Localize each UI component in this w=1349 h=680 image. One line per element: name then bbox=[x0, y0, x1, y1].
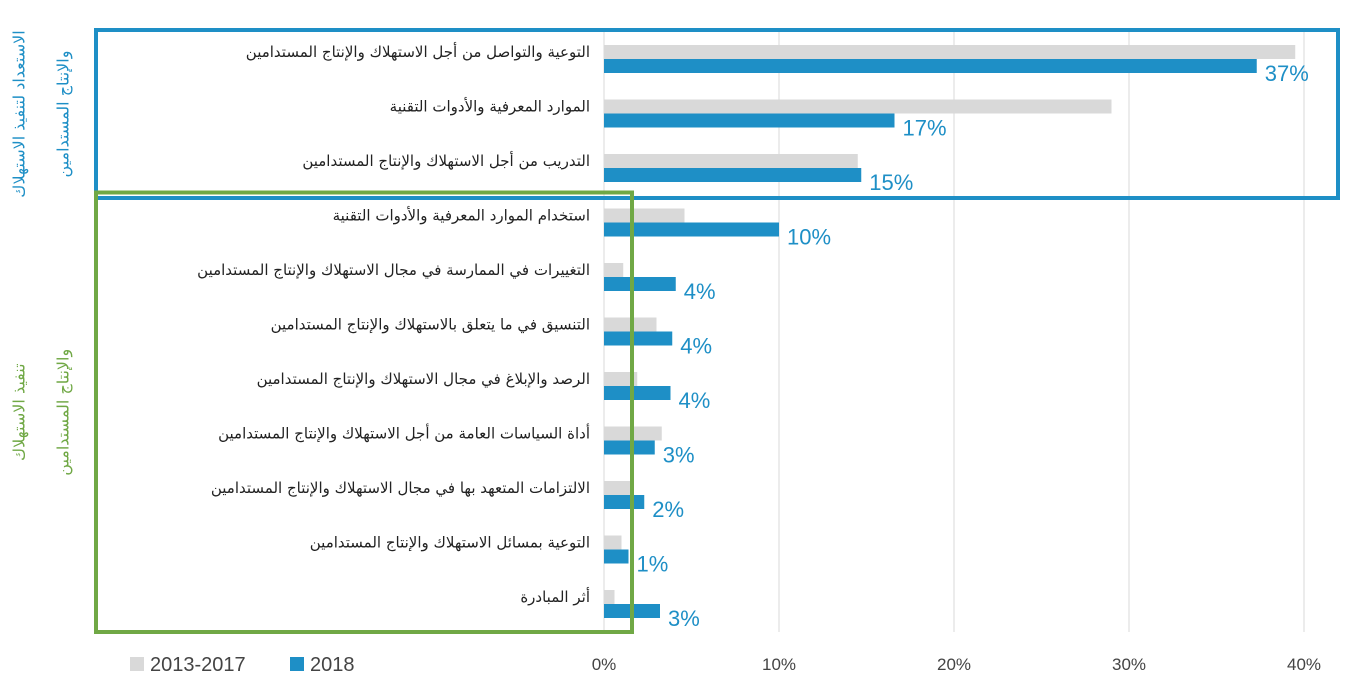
legend-label: 2018 bbox=[310, 654, 355, 676]
value-label: 1% bbox=[637, 552, 669, 577]
x-tick-label: 0% bbox=[592, 655, 617, 674]
value-label: 10% bbox=[787, 225, 831, 250]
category-label: الالتزامات المتعهد بها في مجال الاستهلاك… bbox=[211, 479, 590, 498]
category-label: استخدام الموارد المعرفية والأدوات التقني… bbox=[333, 206, 590, 225]
group-box bbox=[94, 190, 634, 634]
legend-swatch bbox=[130, 657, 144, 671]
bar bbox=[604, 222, 779, 237]
bar bbox=[604, 386, 671, 400]
legend-label: 2013-2017 bbox=[150, 654, 246, 676]
category-label: التوعية والتواصل من أجل الاستهلاك والإنت… bbox=[246, 42, 590, 62]
value-label: 4% bbox=[679, 388, 711, 413]
bar bbox=[604, 481, 631, 495]
category-label: التدريب من أجل الاستهلاك والإنتاج المستد… bbox=[302, 151, 590, 171]
bar bbox=[604, 263, 624, 277]
category-label: التنسيق في ما يتعلق بالاستهلاك والإنتاج … bbox=[271, 316, 590, 335]
group-label: والإنتاج المستدامين bbox=[54, 349, 74, 476]
bar bbox=[604, 440, 655, 455]
bar bbox=[604, 99, 1112, 114]
group-label: تنفيذ الاستهلاك bbox=[10, 363, 30, 461]
bar bbox=[604, 549, 629, 564]
x-tick-label: 40% bbox=[1287, 655, 1321, 674]
value-label: 4% bbox=[684, 279, 716, 304]
bar bbox=[604, 113, 895, 128]
x-tick-label: 10% bbox=[762, 655, 796, 674]
bar bbox=[604, 45, 1296, 59]
bar bbox=[604, 495, 645, 509]
bar bbox=[604, 154, 858, 168]
group-box bbox=[94, 28, 1340, 200]
category-label: الموارد المعرفية والأدوات التقنية bbox=[390, 97, 590, 116]
value-label: 2% bbox=[652, 497, 684, 522]
x-tick-label: 30% bbox=[1112, 655, 1146, 674]
category-label: أثر المبادرة bbox=[520, 587, 590, 606]
value-label: 15% bbox=[869, 170, 913, 195]
category-label: التوعية بمسائل الاستهلاك والإنتاج المستد… bbox=[310, 534, 590, 553]
value-label: 3% bbox=[668, 606, 700, 631]
legend-swatch bbox=[290, 657, 304, 671]
category-label: الرصد والإبلاغ في مجال الاستهلاك والإنتا… bbox=[257, 370, 590, 389]
category-label: أداة السياسات العامة من أجل الاستهلاك وا… bbox=[218, 424, 590, 444]
category-label: التغييرات في الممارسة في مجال الاستهلاك … bbox=[197, 261, 590, 280]
x-tick-label: 20% bbox=[937, 655, 971, 674]
value-label: 3% bbox=[663, 443, 695, 468]
bar bbox=[604, 168, 862, 182]
bar bbox=[604, 277, 676, 291]
value-label: 4% bbox=[680, 334, 712, 359]
bar bbox=[604, 535, 622, 550]
group-label: الاستعداد لتنفيذ الاستهلاك bbox=[10, 30, 30, 197]
group-label: والإنتاج المستدامين bbox=[54, 51, 74, 178]
bar bbox=[604, 331, 673, 346]
value-label: 37% bbox=[1265, 61, 1309, 86]
bar bbox=[604, 208, 685, 223]
bar bbox=[604, 59, 1257, 73]
bar bbox=[604, 590, 615, 604]
value-label: 17% bbox=[903, 116, 947, 141]
bar bbox=[604, 372, 638, 386]
